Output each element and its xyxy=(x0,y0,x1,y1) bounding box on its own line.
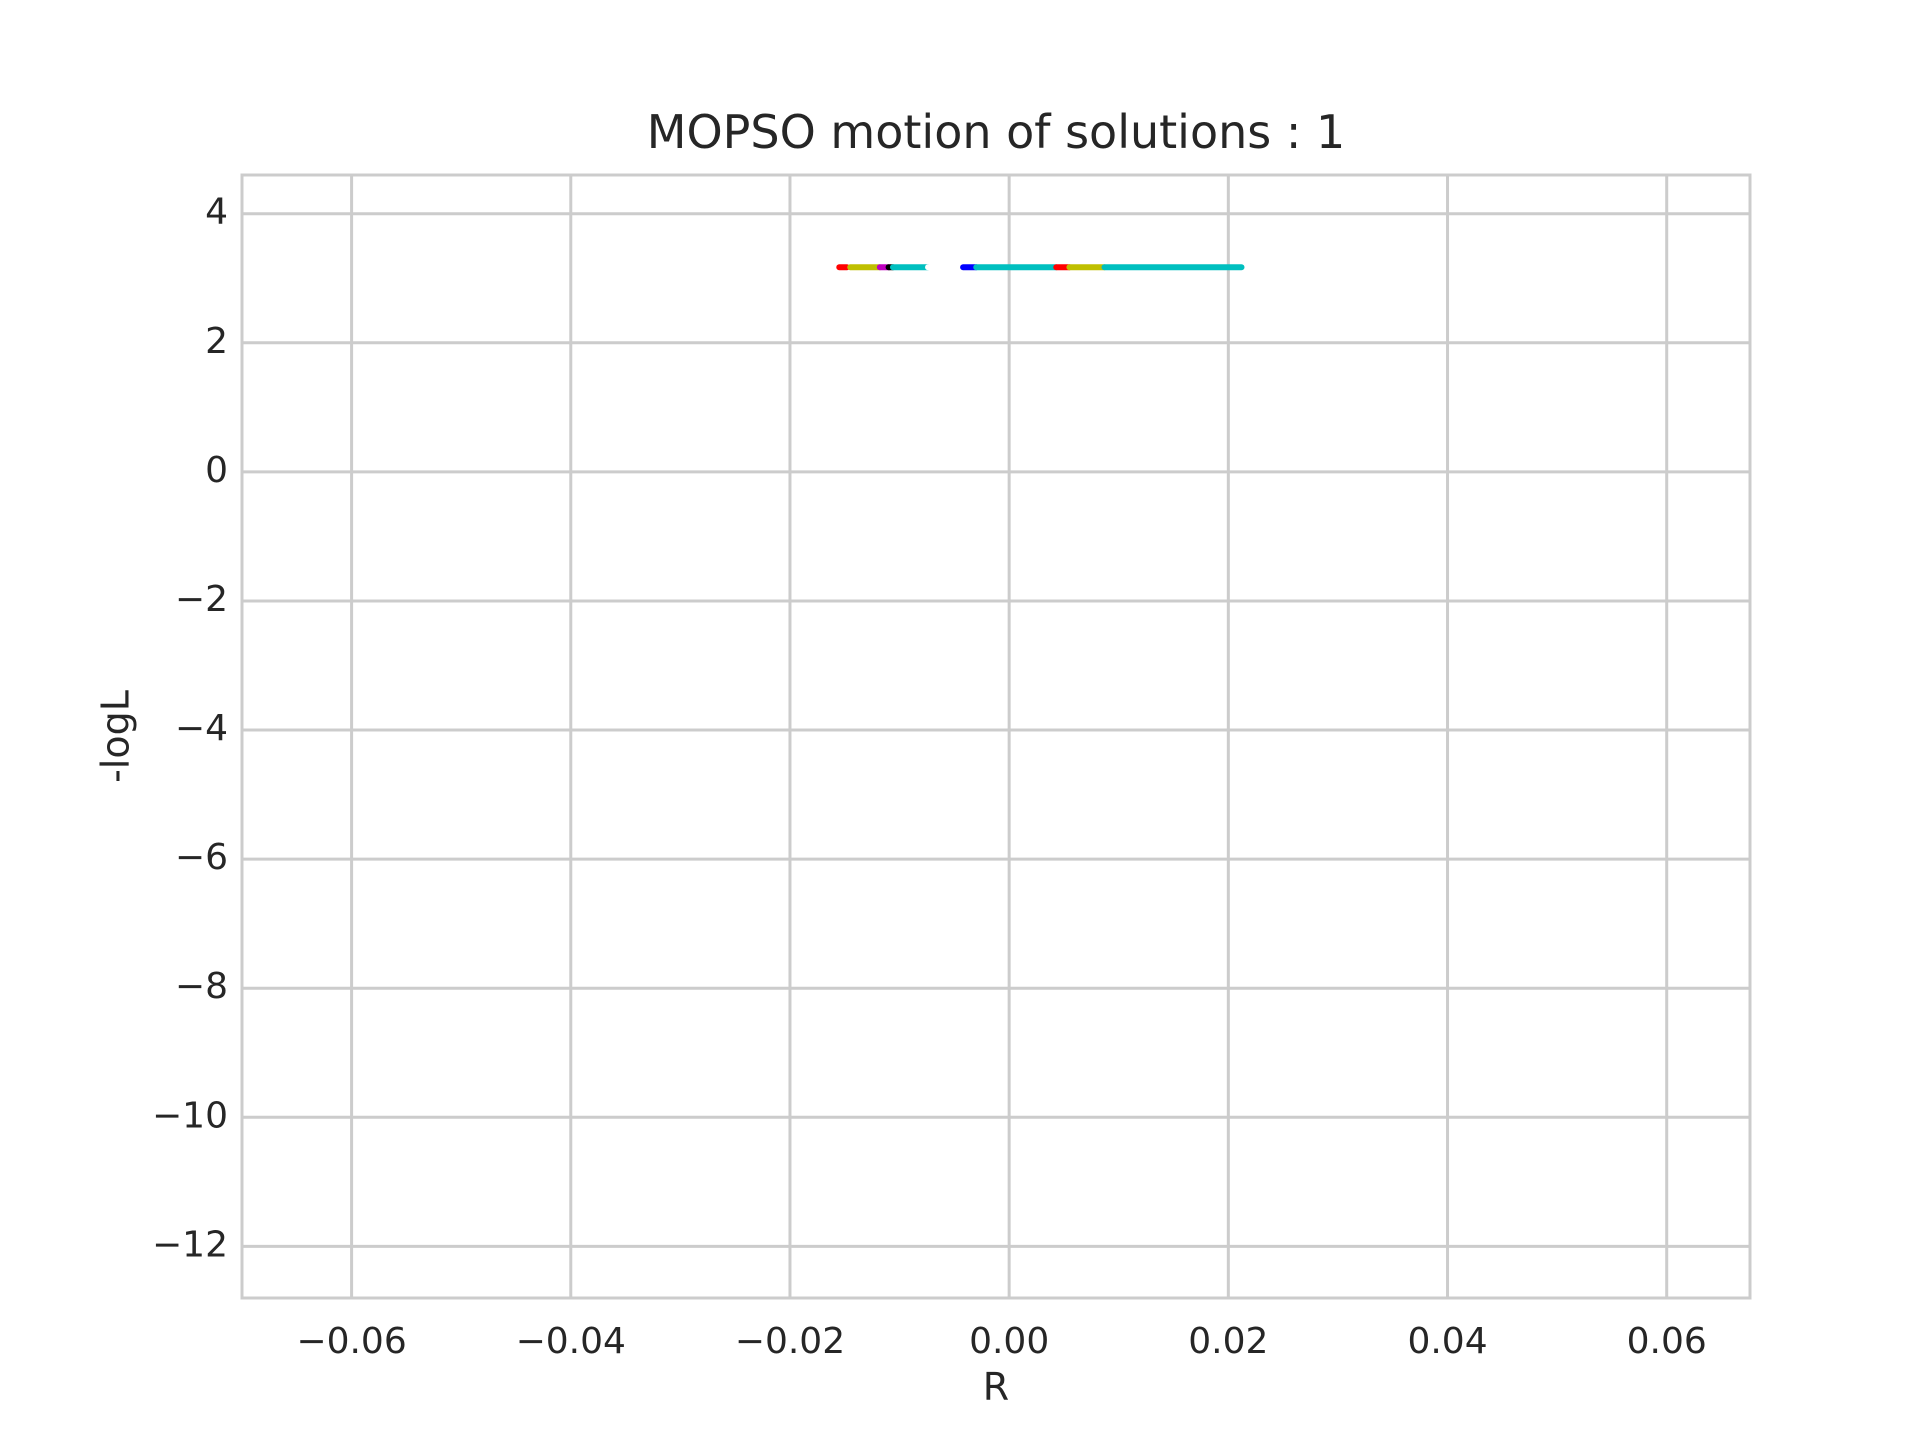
y-tick-label: 0 xyxy=(205,450,228,491)
x-tick-label: 0.02 xyxy=(1188,1321,1268,1362)
y-tick-label: −2 xyxy=(175,579,228,620)
grid-layer xyxy=(242,175,1750,1298)
x-tick-label: 0.00 xyxy=(969,1321,1049,1362)
y-tick-label: −10 xyxy=(152,1095,228,1136)
x-axis-label: R xyxy=(983,1365,1009,1409)
x-tick-label: −0.04 xyxy=(516,1321,626,1362)
x-tick-label: −0.02 xyxy=(735,1321,845,1362)
y-tick-label: 2 xyxy=(205,321,228,362)
y-tick-label: −6 xyxy=(175,837,228,878)
plot-frame xyxy=(240,173,1752,1300)
tick-layer: −0.06 −0.04 −0.02 0.00 0.02 0.04 0.06 4 2 0 −2 −4 −6… xyxy=(152,192,1707,1362)
y-tick-label: −8 xyxy=(175,966,228,1007)
y-tick-label: −12 xyxy=(152,1224,228,1265)
y-tick-label: −4 xyxy=(175,708,228,749)
y-axis-label: -logL xyxy=(94,690,138,783)
x-tick-label: −0.06 xyxy=(296,1321,406,1362)
y-tick-label: 4 xyxy=(205,192,228,233)
chart-title: MOPSO motion of solutions : 1 xyxy=(647,105,1345,159)
x-tick-label: 0.04 xyxy=(1407,1321,1487,1362)
x-tick-label: 0.06 xyxy=(1627,1321,1707,1362)
